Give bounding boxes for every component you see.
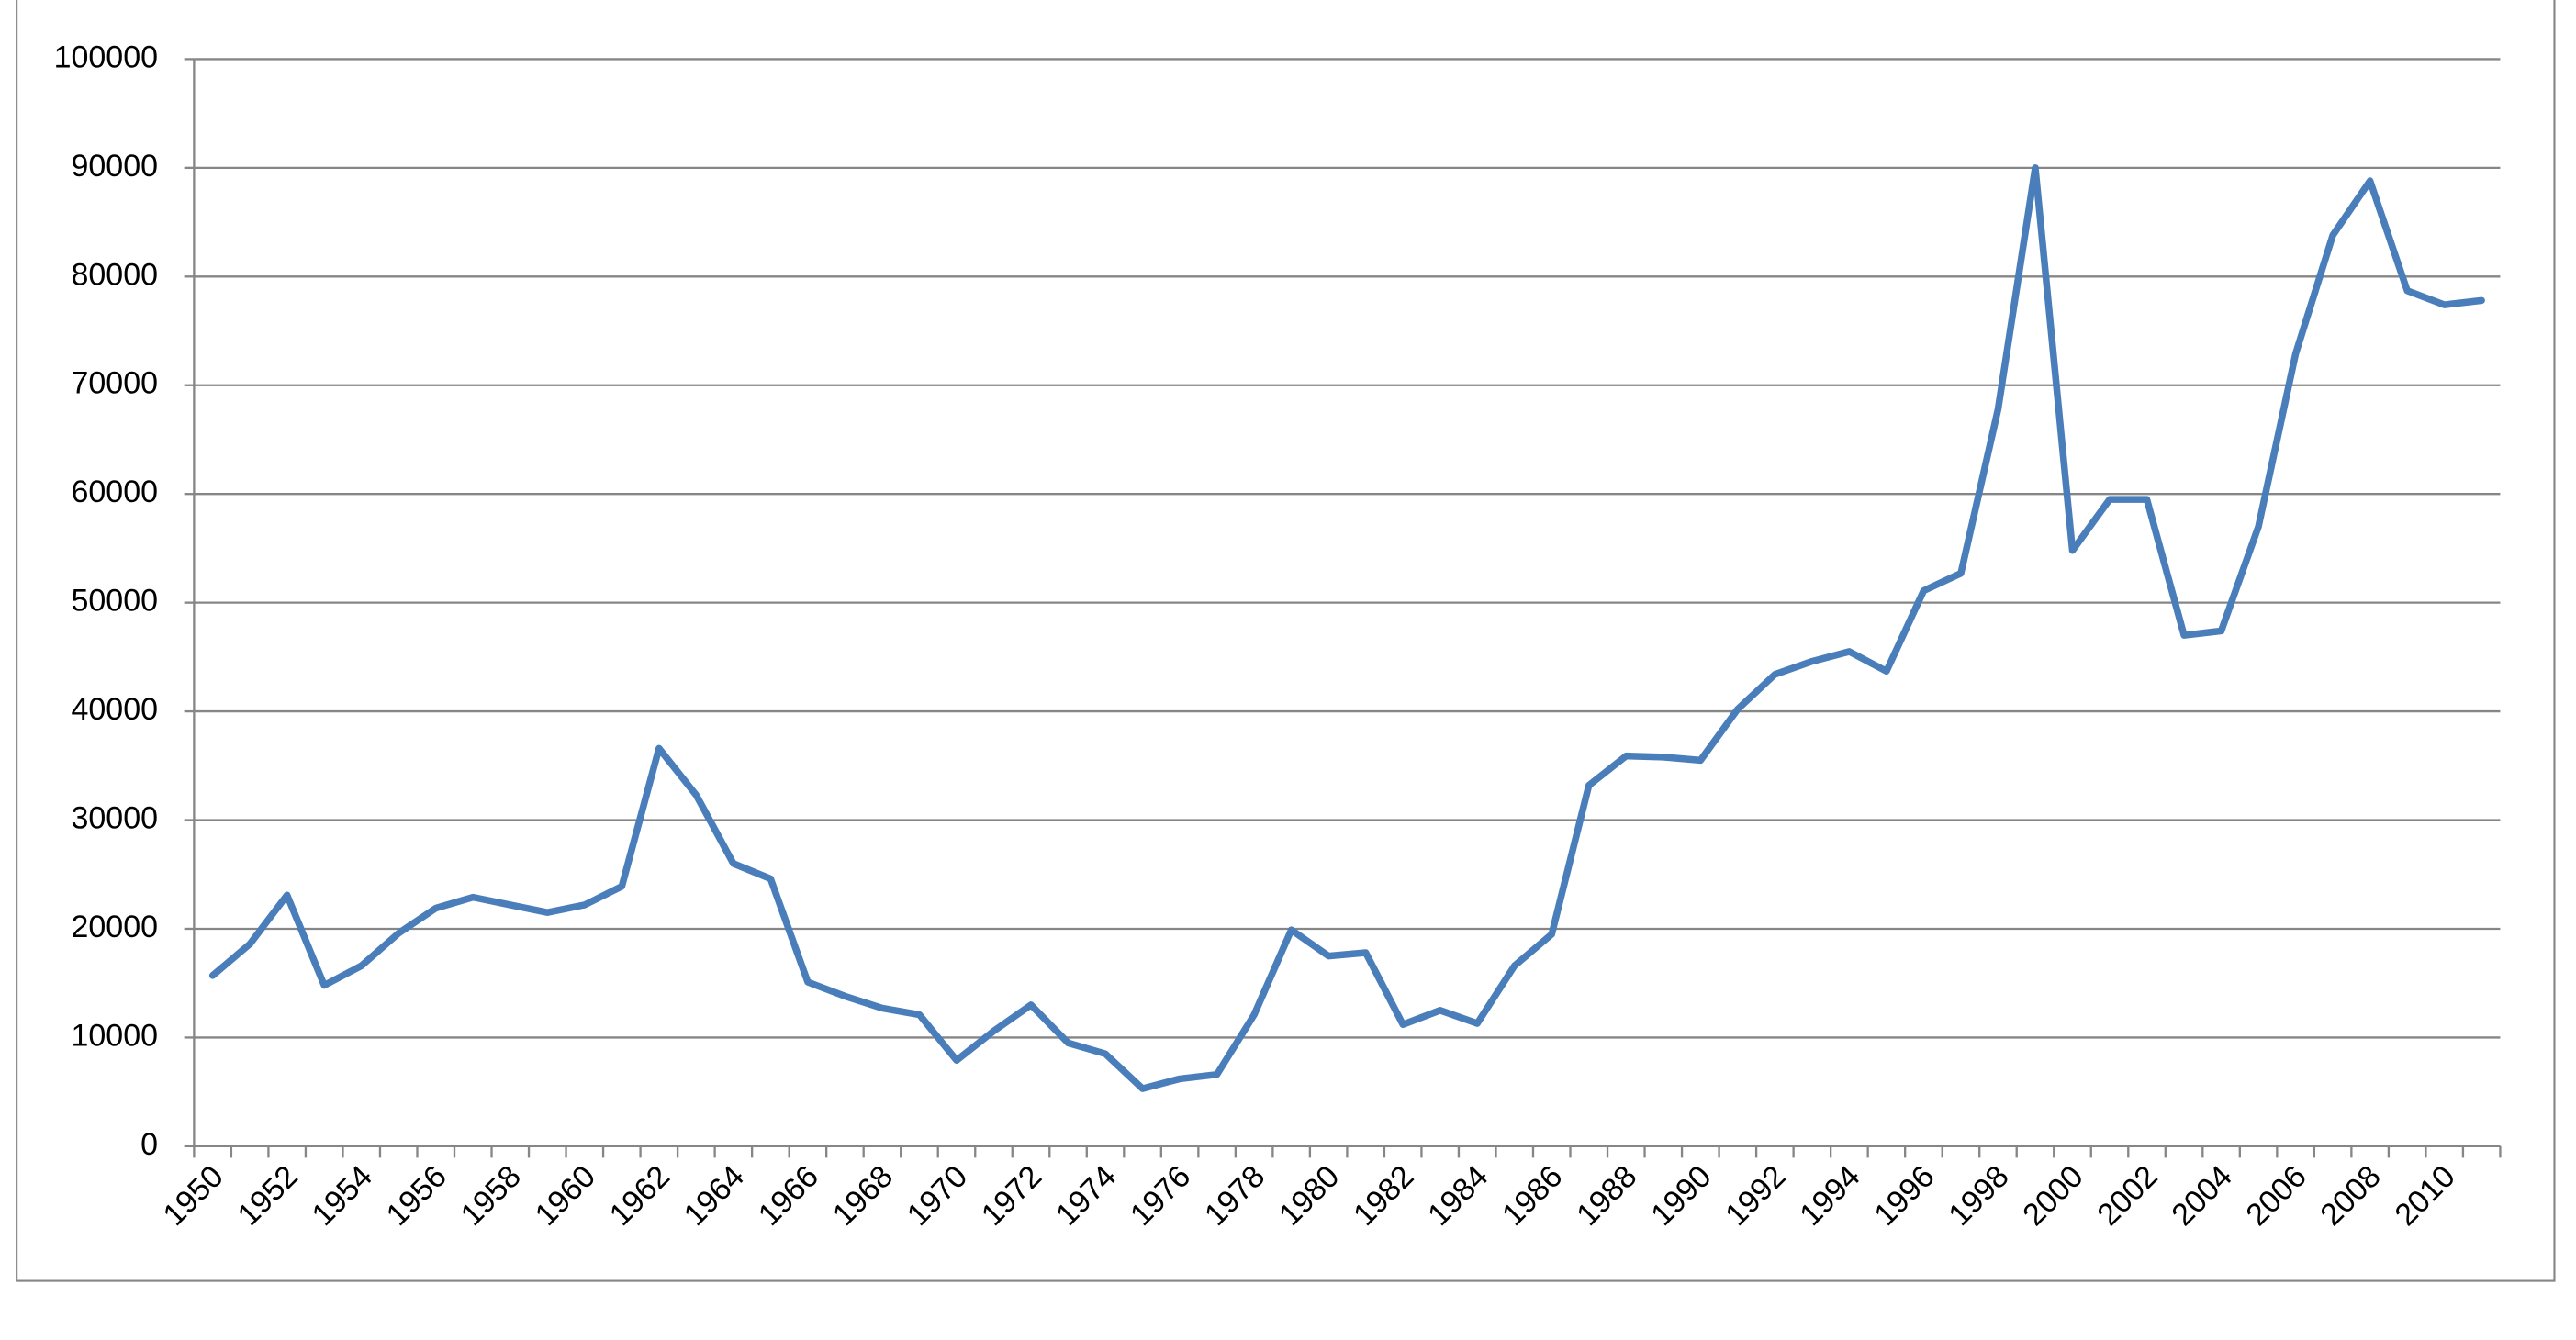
- y-tick-label: 70000: [72, 366, 159, 401]
- y-tick-label: 40000: [72, 692, 159, 727]
- y-tick-label: 20000: [72, 910, 159, 944]
- plot-area: [208, 164, 2485, 1092]
- chart-border: [16, 0, 2556, 1282]
- y-tick-label: 80000: [72, 257, 159, 292]
- y-tick-label: 100000: [54, 39, 158, 74]
- y-tick-label: 10000: [72, 1018, 159, 1053]
- y-tick-label: 90000: [72, 149, 159, 184]
- data-line: [208, 164, 2485, 1092]
- y-tick-label: 0: [140, 1127, 158, 1162]
- y-tick-label: 60000: [72, 475, 159, 509]
- y-tick-label: 50000: [72, 584, 159, 619]
- grid: [184, 58, 2502, 1158]
- y-tick-label: 30000: [72, 801, 159, 836]
